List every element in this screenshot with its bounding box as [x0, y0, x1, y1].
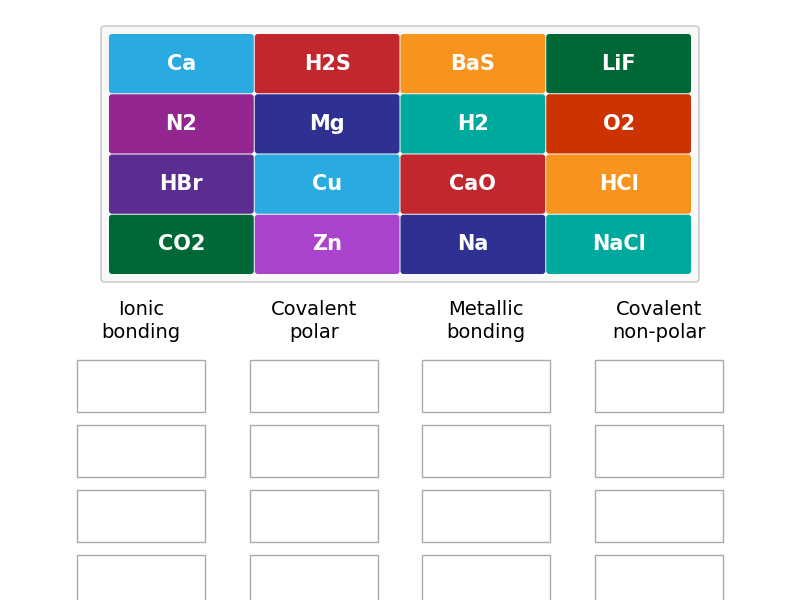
Bar	[250, 555, 378, 600]
FancyBboxPatch shape	[401, 94, 546, 154]
FancyBboxPatch shape	[546, 34, 691, 93]
Text: BaS: BaS	[450, 53, 495, 74]
Text: Metallic
bonding: Metallic bonding	[446, 300, 526, 343]
Bar	[78, 490, 206, 542]
FancyBboxPatch shape	[109, 154, 254, 214]
Text: H2: H2	[457, 114, 489, 134]
FancyBboxPatch shape	[546, 215, 691, 274]
Bar	[250, 360, 378, 412]
Bar	[594, 490, 722, 542]
Bar	[78, 555, 206, 600]
Bar	[594, 425, 722, 477]
Text: NaCl: NaCl	[592, 235, 646, 254]
Bar	[594, 360, 722, 412]
Bar	[78, 360, 206, 412]
FancyBboxPatch shape	[109, 94, 254, 154]
Text: CO2: CO2	[158, 235, 205, 254]
FancyBboxPatch shape	[254, 94, 399, 154]
FancyBboxPatch shape	[401, 34, 546, 93]
Text: Covalent
non-polar: Covalent non-polar	[612, 300, 706, 343]
Text: Ca: Ca	[166, 53, 196, 74]
Text: HCl: HCl	[598, 174, 638, 194]
Text: Na: Na	[457, 235, 489, 254]
Text: Ionic
bonding: Ionic bonding	[102, 300, 181, 343]
FancyBboxPatch shape	[101, 26, 699, 282]
FancyBboxPatch shape	[546, 94, 691, 154]
Bar	[250, 490, 378, 542]
Text: Zn: Zn	[312, 235, 342, 254]
FancyBboxPatch shape	[109, 34, 254, 93]
Text: Covalent
polar: Covalent polar	[270, 300, 357, 343]
Bar	[250, 425, 378, 477]
FancyBboxPatch shape	[254, 154, 399, 214]
Text: H2S: H2S	[304, 53, 350, 74]
Text: CaO: CaO	[450, 174, 496, 194]
Text: Cu: Cu	[312, 174, 342, 194]
Text: Mg: Mg	[310, 114, 345, 134]
Bar	[422, 555, 550, 600]
FancyBboxPatch shape	[109, 215, 254, 274]
FancyBboxPatch shape	[401, 215, 546, 274]
FancyBboxPatch shape	[401, 154, 546, 214]
Bar	[594, 555, 722, 600]
Text: HBr: HBr	[159, 174, 203, 194]
Text: LiF: LiF	[602, 53, 636, 74]
Bar	[422, 360, 550, 412]
Bar	[422, 490, 550, 542]
FancyBboxPatch shape	[546, 154, 691, 214]
Bar	[422, 425, 550, 477]
Bar	[78, 425, 206, 477]
FancyBboxPatch shape	[254, 215, 399, 274]
Text: O2: O2	[602, 114, 634, 134]
FancyBboxPatch shape	[254, 34, 399, 93]
Text: N2: N2	[166, 114, 198, 134]
